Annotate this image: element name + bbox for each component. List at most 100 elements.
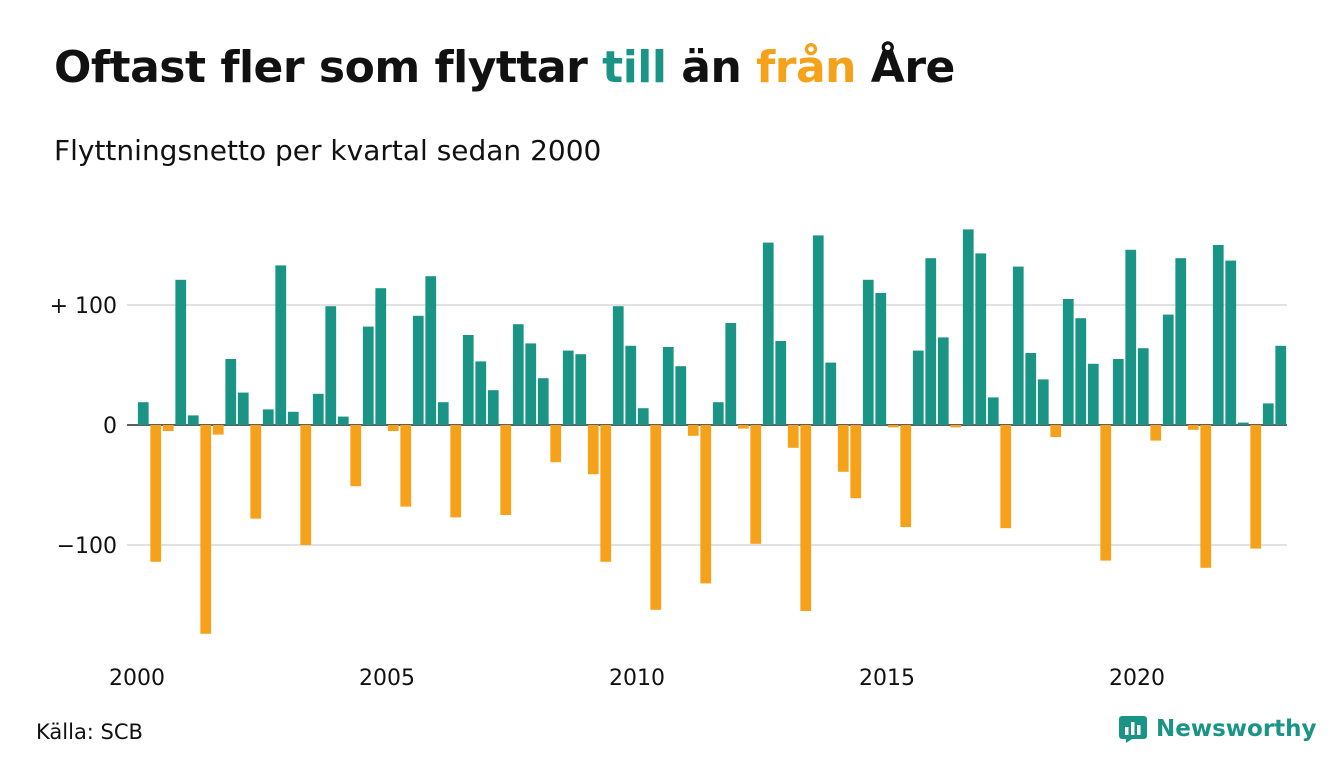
- bar: [1062, 299, 1074, 425]
- bar: [625, 345, 637, 425]
- bar: [837, 425, 849, 472]
- bar: [712, 402, 724, 425]
- bar: [1050, 425, 1062, 437]
- x-tick-label: 2010: [609, 666, 665, 691]
- chart-subtitle: Flyttningsnetto per kvartal sedan 2000: [54, 134, 602, 167]
- bar: [962, 229, 974, 425]
- bar: [762, 242, 774, 425]
- bar: [387, 425, 399, 431]
- title-part-3: än: [666, 42, 757, 93]
- bar: [1075, 318, 1087, 425]
- bar: [937, 337, 949, 425]
- bar: [987, 397, 999, 425]
- bar: [812, 235, 824, 425]
- bar: [1275, 345, 1287, 425]
- bar: [650, 425, 662, 610]
- bar: [200, 425, 212, 634]
- bar: [1137, 348, 1149, 425]
- bar: [325, 306, 337, 425]
- axis-labels: + 100 0 −100 2000 2005 2010 2015 2020: [50, 294, 1165, 691]
- bar: [1100, 425, 1112, 561]
- bar: [500, 425, 512, 515]
- bar: [800, 425, 812, 611]
- brand-name: Newsworthy: [1156, 716, 1317, 742]
- bar: [1175, 258, 1187, 425]
- x-tick-label: 2005: [359, 666, 415, 691]
- bar: [925, 258, 937, 425]
- bar: [600, 425, 612, 562]
- bar: [1187, 425, 1199, 430]
- bar: [1112, 359, 1124, 425]
- bar: [1037, 379, 1049, 425]
- bar: [737, 425, 749, 429]
- bar: [262, 409, 274, 425]
- x-tick-label: 2020: [1109, 666, 1165, 691]
- bar: [900, 425, 912, 527]
- bar: [1262, 403, 1274, 425]
- bar: [950, 425, 962, 428]
- bar: [550, 425, 562, 463]
- bar: [700, 425, 712, 584]
- bar: [1200, 425, 1212, 568]
- bar: [275, 265, 287, 425]
- title-part-1: Oftast fler som flyttar: [54, 42, 603, 93]
- bar: [887, 425, 899, 428]
- bar: [1125, 249, 1137, 425]
- bar: [875, 293, 887, 425]
- bar-chart: + 100 0 −100 2000 2005 2010 2015 2020: [50, 229, 1287, 691]
- bar: [750, 425, 762, 544]
- bar: [312, 393, 324, 425]
- bar: [362, 326, 374, 425]
- bar: [162, 425, 174, 431]
- bars: [137, 229, 1287, 634]
- bar: [400, 425, 412, 507]
- bar: [287, 411, 299, 425]
- bar: [150, 425, 162, 562]
- chart-title: Oftast fler som flyttar till än från Åre: [54, 42, 955, 93]
- title-fran: från: [756, 42, 856, 93]
- bar: [912, 350, 924, 425]
- bar: [775, 341, 787, 425]
- bar: [675, 366, 687, 425]
- bar: [300, 425, 312, 545]
- source-label: Källa: SCB: [36, 720, 143, 744]
- bar: [587, 425, 599, 475]
- bar: [1162, 314, 1174, 425]
- bar: [825, 362, 837, 425]
- bar: [1250, 425, 1262, 549]
- bar: [412, 315, 424, 425]
- bar: [1087, 363, 1099, 425]
- bar: [237, 392, 249, 425]
- bar: [687, 425, 699, 436]
- bar: [1012, 266, 1024, 425]
- bar: [662, 347, 674, 425]
- bar: [525, 343, 537, 425]
- bar: [1150, 425, 1162, 441]
- bar: [225, 359, 237, 425]
- x-tick-label: 2000: [109, 666, 165, 691]
- bar: [337, 416, 349, 425]
- bar: [725, 323, 737, 425]
- bar: [1237, 422, 1249, 425]
- title-till: till: [602, 42, 667, 93]
- bar: [975, 253, 987, 425]
- bar: [575, 354, 587, 425]
- bar: [862, 279, 874, 425]
- bar: [475, 361, 487, 425]
- bar: [612, 306, 624, 425]
- bar: [375, 288, 387, 425]
- bar: [512, 324, 524, 425]
- bar: [1212, 245, 1224, 425]
- bar: [250, 425, 262, 519]
- newsworthy-logo-icon: [1119, 716, 1147, 743]
- bar: [1000, 425, 1012, 529]
- bar: [637, 408, 649, 425]
- bar: [437, 402, 449, 425]
- y-tick-label: −100: [57, 534, 117, 559]
- bar: [425, 276, 437, 425]
- x-tick-label: 2015: [859, 666, 915, 691]
- bar: [175, 279, 187, 425]
- bar: [537, 378, 549, 425]
- bar: [350, 425, 362, 487]
- bar: [487, 390, 499, 425]
